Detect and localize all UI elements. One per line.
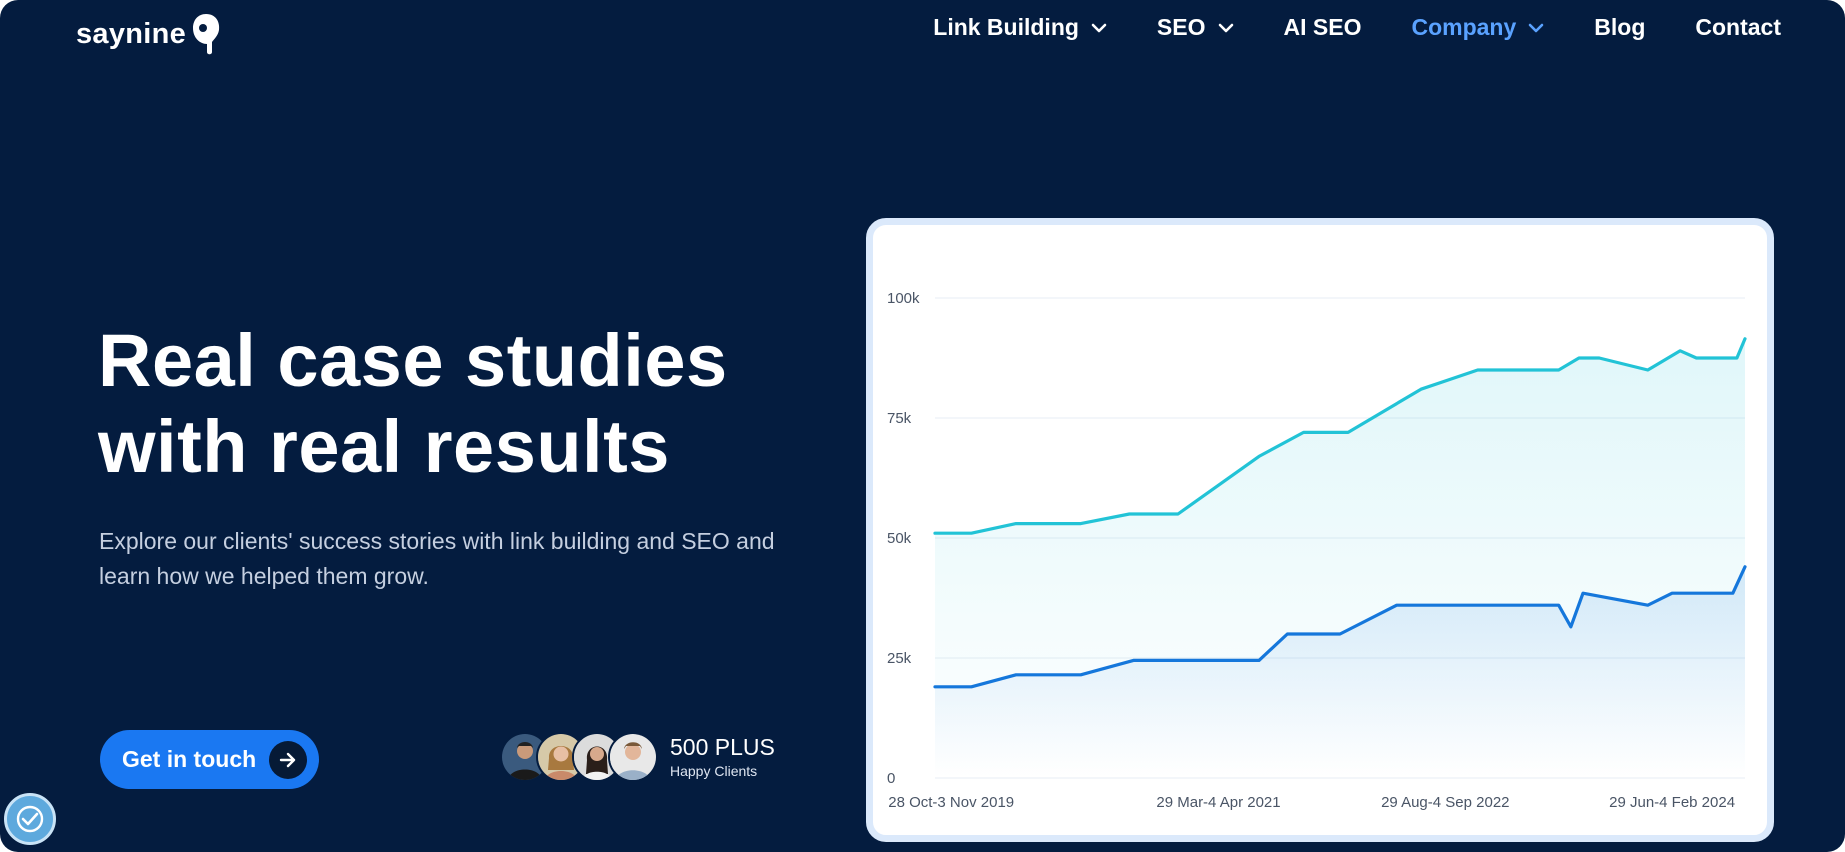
traffic-chart: 0 25k 50k 75k 100k 28 Oct-3 Nov 2019 29 Mar-4 … xyxy=(887,290,1747,811)
nav-seo[interactable]: SEO xyxy=(1157,14,1234,41)
cta-label: Get in touch xyxy=(122,746,257,772)
get-in-touch-button[interactable]: Get in touch xyxy=(100,730,319,789)
clients-count: 500 PLUS xyxy=(670,734,775,760)
y-tick-label: 0 xyxy=(887,770,895,787)
clients-label: Happy Clients xyxy=(670,763,758,779)
chevron-down-icon xyxy=(1091,23,1107,32)
happy-clients: 500 PLUS Happy Clients xyxy=(500,732,775,782)
main-nav: Link Building SEO AI SEO Company Blog Co… xyxy=(883,14,1781,41)
series-line xyxy=(933,565,1747,689)
nav-company[interactable]: Company xyxy=(1411,14,1544,41)
hero-headline: Real case studies with real results xyxy=(98,318,838,490)
x-tick-label: 29 Jun-4 Feb 2024 xyxy=(1609,794,1735,811)
chevron-down-icon xyxy=(1528,23,1544,32)
nav-seo-label: SEO xyxy=(1156,14,1206,40)
cookie-settings-icon xyxy=(16,805,44,833)
arrow-right-icon xyxy=(269,740,307,779)
nav-ai-seo[interactable]: AI SEO xyxy=(1284,14,1362,41)
x-tick-label: 29 Aug-4 Sep 2022 xyxy=(1381,794,1509,811)
brand-mark-icon xyxy=(193,14,220,55)
avatar xyxy=(608,732,658,782)
series-area xyxy=(935,566,1745,778)
nav-company-label: Company xyxy=(1411,14,1517,40)
brand-logo[interactable]: saynine xyxy=(76,12,220,56)
nav-blog[interactable]: Blog xyxy=(1594,14,1645,41)
nav-link-building-label: Link Building xyxy=(933,14,1079,40)
chevron-down-icon xyxy=(1218,23,1233,32)
nav-contact[interactable]: Contact xyxy=(1695,14,1781,41)
y-tick-label: 75k xyxy=(887,410,912,427)
nav-blog-label: Blog xyxy=(1594,14,1646,40)
y-tick-label: 100k xyxy=(887,290,920,307)
nav-link-building[interactable]: Link Building xyxy=(933,14,1107,41)
nav-ai-seo-label: AI SEO xyxy=(1283,14,1362,40)
hero-subtext: Explore our clients' success stories wit… xyxy=(99,528,775,589)
clients-text: 500 PLUS Happy Clients xyxy=(670,733,775,781)
y-tick-label: 50k xyxy=(887,530,912,547)
series-line xyxy=(933,337,1747,535)
y-tick-label: 25k xyxy=(887,650,912,667)
nav-contact-label: Contact xyxy=(1695,14,1781,40)
x-tick-label: 29 Mar-4 Apr 2021 xyxy=(1156,794,1280,811)
hero-headline-line-1: Real case studies xyxy=(98,319,728,402)
brand-name: saynine xyxy=(76,17,187,50)
case-study-chart-card: 0 25k 50k 75k 100k 28 Oct-3 Nov 2019 29 Mar-4 … xyxy=(866,218,1774,842)
client-avatars xyxy=(500,732,658,782)
hero-headline-line-2: with real results xyxy=(98,405,670,488)
x-tick-label: 28 Oct-3 Nov 2019 xyxy=(888,794,1014,811)
cookie-settings-button[interactable] xyxy=(4,793,56,845)
